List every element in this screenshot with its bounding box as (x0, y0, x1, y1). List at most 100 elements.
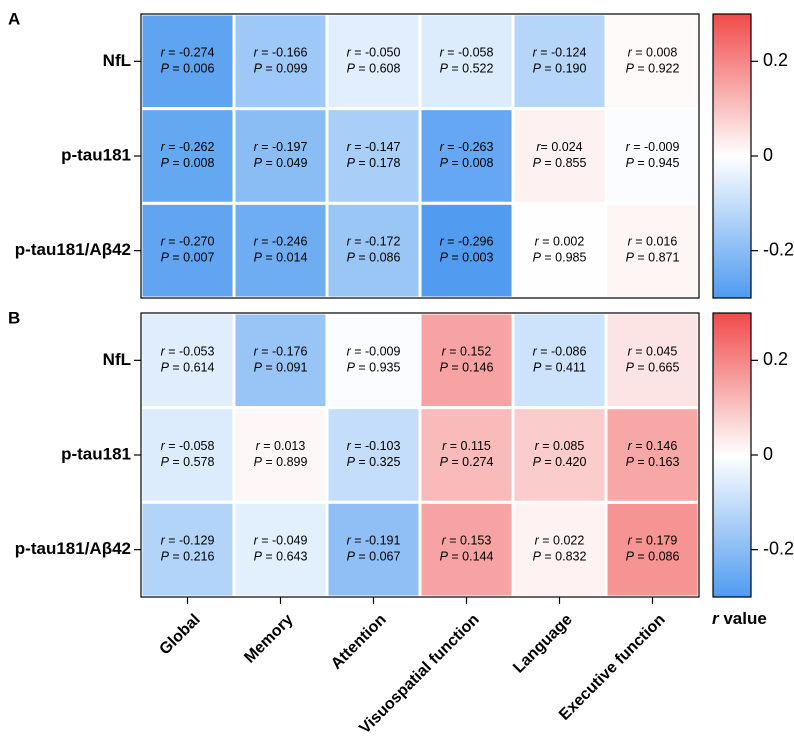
cell-p-label: P = 0.899 (254, 455, 308, 469)
cell-r-label: r = 0.022 (535, 534, 585, 548)
cell-r-label: r = 0.008 (628, 46, 678, 60)
cell-p-label: P = 0.325 (347, 455, 401, 469)
cell-p-label: P = 0.420 (533, 455, 587, 469)
cell-r-label: r = 0.146 (628, 439, 678, 453)
heatmap-cell (418, 201, 515, 300)
cell-p-label: P = 0.007 (161, 251, 215, 265)
cell-p-label: P = 0.855 (533, 156, 587, 170)
cell-r-label: r = -0.263 (440, 140, 494, 154)
cell-r-label: r = -0.274 (161, 46, 215, 60)
cell-p-label: P = 0.144 (440, 550, 494, 564)
cell-r-label: r = -0.103 (347, 439, 401, 453)
panel-label: A (8, 9, 20, 28)
cell-p-label: P = 0.163 (626, 455, 680, 469)
cell-r-label: r = -0.086 (533, 345, 587, 359)
cell-p-label: P = 0.146 (440, 361, 494, 375)
row-label: p-tau181/Aβ42 (15, 539, 131, 558)
cell-r-label: r= 0.024 (536, 140, 582, 154)
column-label: Global (156, 611, 203, 658)
colorbar-tick-label: 0 (763, 444, 773, 464)
cell-r-label: r = -0.191 (347, 534, 401, 548)
cell-p-label: P = 0.178 (347, 156, 401, 170)
cell-p-label: P = 0.008 (161, 156, 215, 170)
cell-r-label: r = -0.172 (347, 235, 401, 249)
heatmap-cell (232, 12, 329, 111)
cell-r-label: r = -0.058 (161, 439, 215, 453)
cell-p-label: P = 0.274 (440, 455, 494, 469)
cell-r-label: r = 0.153 (442, 534, 492, 548)
heatmap-cell (511, 311, 608, 410)
cell-r-label: r = -0.009 (626, 140, 680, 154)
row-label: NfL (103, 350, 131, 369)
cell-r-label: r = -0.050 (347, 46, 401, 60)
column-label: Attention (328, 611, 390, 673)
heatmap-cell (604, 107, 701, 205)
row-label: p-tau181/Aβ42 (15, 240, 131, 259)
cell-r-label: r = 0.016 (628, 235, 678, 249)
colorbar-gradient (712, 312, 752, 598)
cell-p-label: P = 0.216 (161, 550, 215, 564)
cell-p-label: P = 0.985 (533, 251, 587, 265)
cell-p-label: P = 0.006 (161, 62, 215, 76)
colorbar-tick-label: 0 (763, 145, 773, 165)
cell-p-label: P = 0.008 (440, 156, 494, 170)
heatmap-cell (139, 406, 236, 504)
row-label: p-tau181 (61, 145, 131, 164)
colorbar-tick-label: -0.2 (763, 239, 794, 259)
cell-p-label: P = 0.614 (161, 361, 215, 375)
heatmap-cell (232, 201, 329, 300)
heatmap-panel-a: Ar = -0.274 P = 0.006 r = -0.166 P = 0.099 r… (8, 9, 794, 300)
colorbar-tick-label: 0.2 (763, 349, 788, 369)
cell-r-label: r = -0.009 (347, 345, 401, 359)
cell-r-label: r = 0.179 (628, 534, 678, 548)
cell-p-label: P = 0.067 (347, 550, 401, 564)
cell-r-label: r = 0.085 (535, 439, 585, 453)
cell-r-label: r = -0.129 (161, 534, 215, 548)
cell-p-label: P = 0.003 (440, 251, 494, 265)
cell-p-label: P = 0.086 (626, 550, 680, 564)
colorbar: 0.2 0 -0.2 (712, 13, 794, 299)
panel-label: B (8, 308, 20, 327)
cell-p-label: P = 0.091 (254, 361, 308, 375)
cell-p-label: P = 0.643 (254, 550, 308, 564)
row-label: NfL (103, 51, 131, 70)
heatmap-cell (418, 107, 515, 205)
cell-p-label: P = 0.049 (254, 156, 308, 170)
cell-r-label: r = -0.176 (254, 345, 308, 359)
heatmap-cell (232, 107, 329, 205)
cell-p-label: P = 0.014 (254, 251, 308, 265)
cell-r-label: r = -0.262 (161, 140, 215, 154)
cell-p-label: P = 0.922 (626, 62, 680, 76)
heatmap-cell (604, 12, 701, 111)
cell-p-label: P = 0.099 (254, 62, 308, 76)
cell-r-label: r = 0.115 (442, 439, 491, 453)
cell-r-label: r = -0.197 (254, 140, 308, 154)
cell-p-label: P = 0.522 (440, 62, 494, 76)
heatmap-cell (511, 201, 608, 300)
cell-p-label: P = 0.411 (533, 361, 586, 375)
cell-p-label: P = 0.665 (626, 361, 680, 375)
cell-p-label: P = 0.086 (347, 251, 401, 265)
cell-r-label: r = -0.270 (161, 235, 215, 249)
column-label: Executive function (556, 611, 669, 724)
cell-r-label: r = -0.058 (440, 46, 494, 60)
cell-p-label: P = 0.935 (347, 361, 401, 375)
cell-r-label: r = -0.049 (254, 534, 308, 548)
cell-p-label: P = 0.608 (347, 62, 401, 76)
colorbar-tick-label: -0.2 (763, 538, 794, 558)
column-label: Language (510, 611, 576, 677)
cell-r-label: r = -0.166 (254, 46, 308, 60)
column-label: Memory (241, 611, 296, 666)
heatmap-cell (511, 406, 608, 504)
cell-r-label: r = 0.045 (628, 345, 678, 359)
cell-p-label: P = 0.578 (161, 455, 215, 469)
cell-r-label: r = -0.147 (347, 140, 401, 154)
cell-r-label: r = 0.002 (535, 235, 585, 249)
cell-p-label: P = 0.871 (626, 251, 680, 265)
cell-p-label: P = 0.190 (533, 62, 587, 76)
cell-r-label: r = 0.013 (256, 439, 306, 453)
colorbar-tick-label: 0.2 (763, 50, 788, 70)
cell-r-label: r = -0.296 (440, 235, 494, 249)
colorbar: 0.2 0 -0.2 (712, 312, 794, 598)
